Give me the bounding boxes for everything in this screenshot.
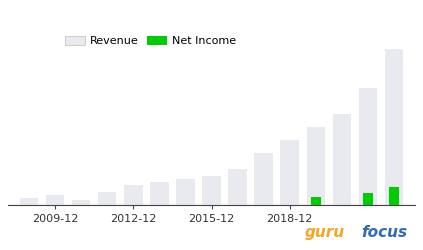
Bar xyxy=(150,182,168,205)
Text: guru: guru xyxy=(305,225,345,240)
Bar xyxy=(176,179,195,205)
Bar xyxy=(255,153,273,205)
Text: focus: focus xyxy=(362,225,408,240)
Bar xyxy=(307,127,325,205)
Legend: Revenue, Net Income: Revenue, Net Income xyxy=(65,36,236,46)
Bar xyxy=(20,198,38,205)
Bar xyxy=(280,140,299,205)
Bar xyxy=(359,88,377,205)
Bar xyxy=(332,114,351,205)
Bar xyxy=(363,193,373,205)
Bar xyxy=(389,187,399,205)
Bar xyxy=(310,197,321,205)
Bar xyxy=(46,195,64,205)
Bar xyxy=(98,192,116,205)
Bar xyxy=(228,169,247,205)
Bar xyxy=(72,200,91,205)
Bar xyxy=(124,186,143,205)
Bar xyxy=(202,176,221,205)
Bar xyxy=(385,49,403,205)
